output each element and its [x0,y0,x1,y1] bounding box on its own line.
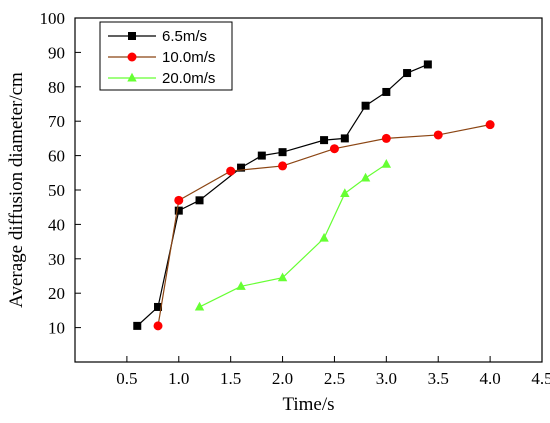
data-point [361,101,370,110]
x-tick-label: 1.0 [168,369,189,388]
x-tick-label: 1.5 [220,369,241,388]
x-tick-label: 2.0 [272,369,293,388]
legend-marker [127,52,137,62]
data-point [340,188,350,197]
x-tick-label: 3.5 [428,369,449,388]
data-point [423,60,432,69]
y-tick-label: 40 [48,215,65,234]
series-layer [133,60,495,331]
data-point [381,133,391,143]
data-point [360,172,371,182]
series-line [199,163,387,308]
axes: 0.5 1.0 1.5 2.0 2.5 3.0 3.5 4.0 4.5 10 20 30 40 50 60 7… [6,9,550,415]
legend-label: 20.0m/s [162,70,215,87]
data-point [403,69,412,78]
x-tick-label: 2.5 [324,369,345,388]
data-point [278,161,288,171]
data-point [381,158,392,168]
data-point [194,301,205,311]
x-tick-label: 3.0 [376,369,397,388]
data-point [485,120,495,130]
x-tick-label: 0.5 [116,369,137,388]
data-point [433,130,443,140]
data-point [153,321,163,331]
data-point [154,302,163,311]
data-point [319,232,329,242]
legend-label: 10.0m/s [162,49,215,66]
y-axis-title: Average diffusion diameter/cm [6,72,27,308]
y-tick-label: 20 [48,284,65,303]
legend-label: 6.5m/s [162,28,207,45]
data-point [195,196,204,205]
data-point [277,272,288,282]
data-point [340,134,349,143]
y-tick-label: 10 [48,319,65,338]
series-line [157,124,491,326]
data-point [226,166,236,176]
data-point [133,321,142,330]
y-tick-label: 60 [48,147,65,166]
data-point [236,281,246,290]
data-point [174,195,184,205]
y-tick-label: 70 [48,112,65,131]
series-2 [194,158,392,311]
legend-marker [128,32,136,40]
x-tick-label: 4.0 [479,369,500,388]
series-0 [133,60,432,330]
data-point [382,87,391,96]
y-tick-label: 50 [48,181,65,200]
y-tick-label: 90 [48,43,65,62]
data-point [320,136,329,145]
data-point [237,163,246,172]
y-tick-label: 80 [48,78,65,97]
series-line [136,63,429,327]
data-point [278,148,287,157]
x-axis-title: Time/s [282,394,334,415]
legend-box [99,21,233,91]
legend: 6.5m/s 10.0m/s 20.0m/s [99,21,233,91]
data-point [174,206,183,215]
data-point [329,144,339,154]
series-1 [153,120,495,331]
data-point [257,151,266,160]
y-tick-label: 100 [40,9,66,28]
x-tick-label: 4.5 [531,369,550,388]
legend-marker [127,72,137,82]
y-tick-label: 30 [48,250,65,269]
